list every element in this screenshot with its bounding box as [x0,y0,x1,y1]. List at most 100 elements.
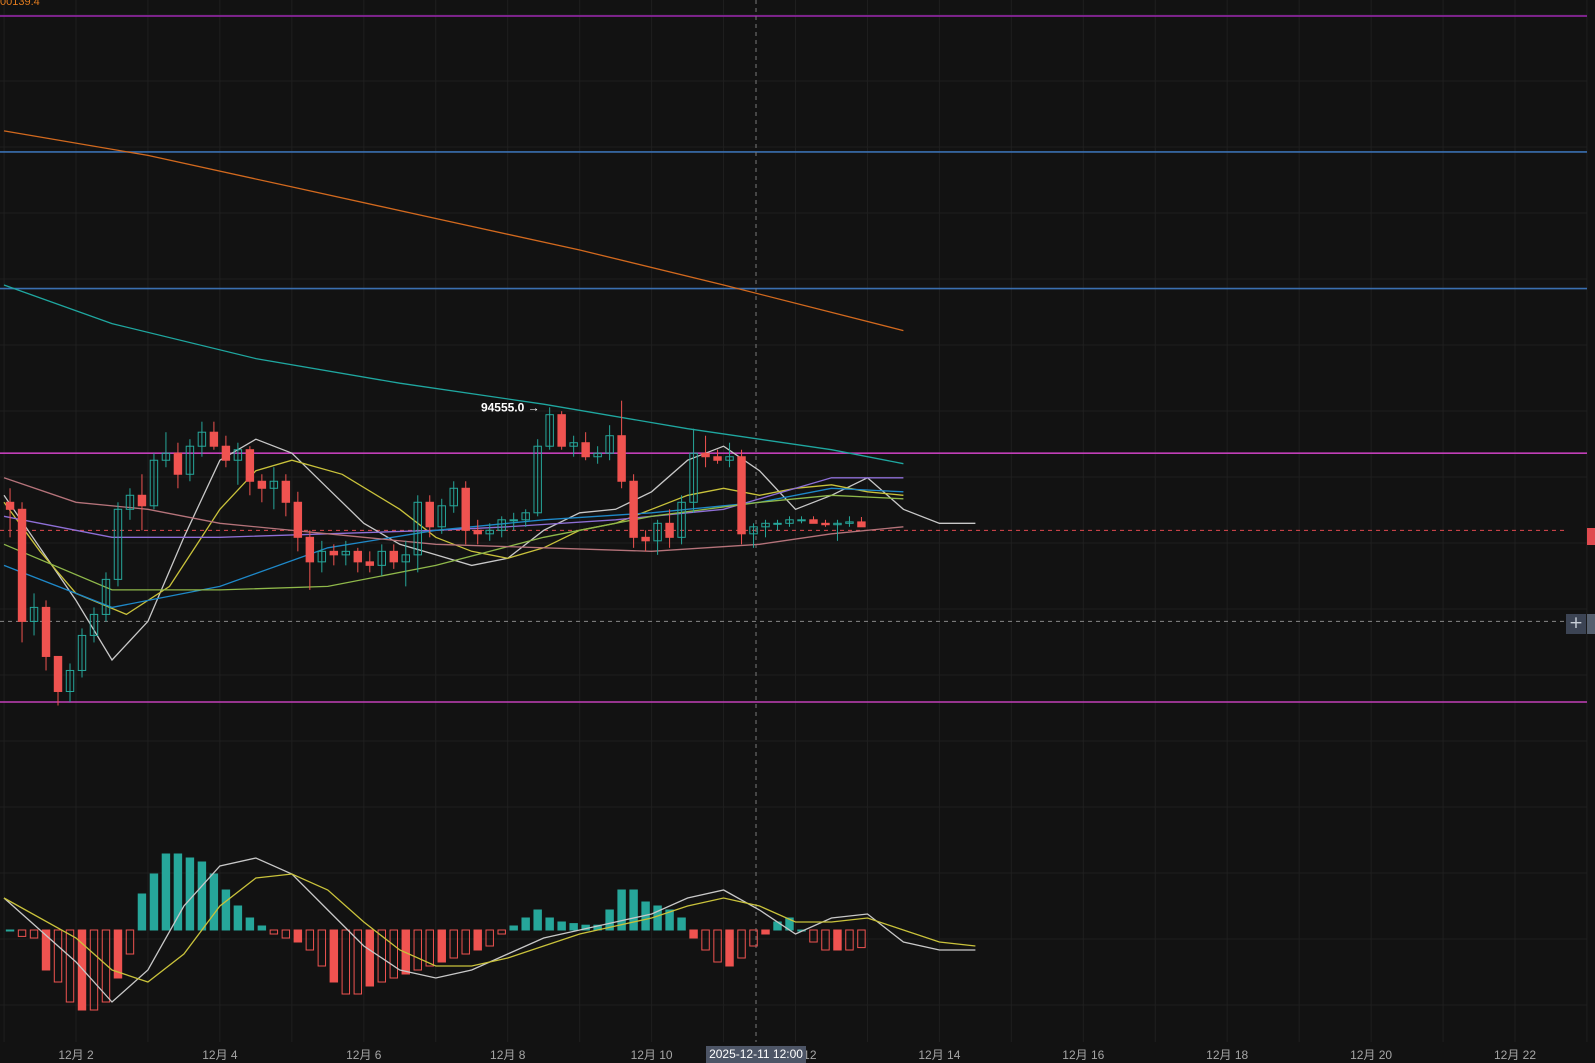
candle-body [281,480,291,503]
macd-histogram-bar [209,873,219,931]
macd-histogram-bar [245,917,255,931]
candle-body [125,494,135,510]
candle-body [245,449,255,482]
macd-histogram-bar [53,929,63,983]
macd-histogram-bar [569,923,578,931]
macd-histogram-bar [857,929,866,949]
macd-histogram-bar [197,861,207,931]
x-axis-tick-label: 12月 14 [918,1048,960,1062]
candle-body [545,414,554,447]
candle-body [101,578,111,615]
macd-histogram-bar [749,929,758,947]
candle-body [185,445,195,475]
candle-body [833,522,842,526]
macd-histogram-bar [113,929,123,979]
macd-histogram-bar [173,853,183,931]
candle-body [221,445,231,461]
candle-body [353,550,363,563]
candle-body [305,536,315,563]
candle-body [773,522,782,525]
macd-histogram-bar [809,929,818,943]
candle-body [521,512,530,521]
plus-button-tab[interactable] [1587,614,1595,634]
candle-body [653,522,662,542]
candle-body [797,519,806,522]
macd-histogram-bar [317,929,327,967]
candle-body [41,606,51,657]
candle-body [341,550,351,556]
current-price-flag [1587,528,1595,545]
macd-histogram-bar [497,929,506,935]
macd-histogram-bar [461,929,470,955]
x-axis-tick-label: 12月 18 [1206,1048,1248,1062]
moving-average-line [3,477,904,552]
candle-body [317,550,327,563]
candle-body [425,501,434,528]
macd-histogram-bar [293,929,303,943]
macd-histogram-bar [473,929,482,951]
macd-histogram-bar [29,929,39,939]
candle-body [401,554,410,563]
plus-icon[interactable]: + [1566,614,1586,634]
candle-body [365,561,375,566]
macd-histogram-bar [629,889,638,931]
macd-histogram-bar [689,929,698,939]
moving-average-line [3,494,904,591]
candle-body [617,435,626,482]
macd-histogram-bar [653,905,662,931]
macd-histogram-bar [365,929,375,987]
candle-body [629,480,638,538]
moving-average-line [3,459,904,616]
macd-histogram-bar [305,929,315,951]
macd-signal-line [3,873,976,983]
macd-histogram-bar [77,929,87,1011]
candle-body [473,529,482,535]
macd-histogram-bar [389,929,398,979]
x-axis-tick-label: 12月 10 [631,1048,673,1062]
x-axis-tick-label: 12月 6 [346,1048,382,1062]
macd-histogram-bar [605,909,614,931]
macd-histogram-bar [341,929,351,995]
macd-histogram-bar [329,929,339,983]
macd-histogram-bar [545,917,554,931]
macd-line [3,857,976,1003]
candle-body [389,550,398,563]
macd-histogram-bar [713,929,722,963]
candle-body [581,442,590,458]
price-readout: 00139.4 [0,0,40,8]
candle-body [65,669,75,692]
moving-average-line [3,477,904,538]
candle-body [821,522,830,526]
macd-histogram-bar [665,909,674,931]
candle-body [437,505,446,528]
candle-body [605,435,614,454]
candle-body [257,480,267,489]
macd-histogram-bar [101,929,111,1003]
candle-body [749,526,758,535]
macd-histogram-bar [677,917,686,931]
macd-histogram-bar [65,929,75,1003]
moving-average-line [3,130,904,332]
candle-body [413,501,422,556]
x-axis-tick-label: 12月 8 [490,1048,526,1062]
macd-histogram-bar [509,925,518,931]
candle-body [533,445,542,514]
crosshair-time-label: 2025-12-11 12:00 [706,1046,806,1063]
candle-body [161,452,171,461]
macd-histogram-bar [41,929,51,971]
macd-histogram-bar [221,889,231,931]
macd-histogram-bar [725,929,734,967]
macd-histogram-bar [137,893,147,931]
candle-body [269,480,279,489]
candle-body [713,456,722,461]
candle-body [641,536,650,542]
macd-histogram-bar [125,929,135,955]
high-price-label: 94555.0 → [481,400,540,414]
candle-body [29,606,39,622]
candle-body [329,550,339,556]
macd-histogram-bar [821,929,830,951]
candle-body [173,452,183,475]
macd-histogram-bar [761,929,770,935]
candle-body [77,634,87,671]
